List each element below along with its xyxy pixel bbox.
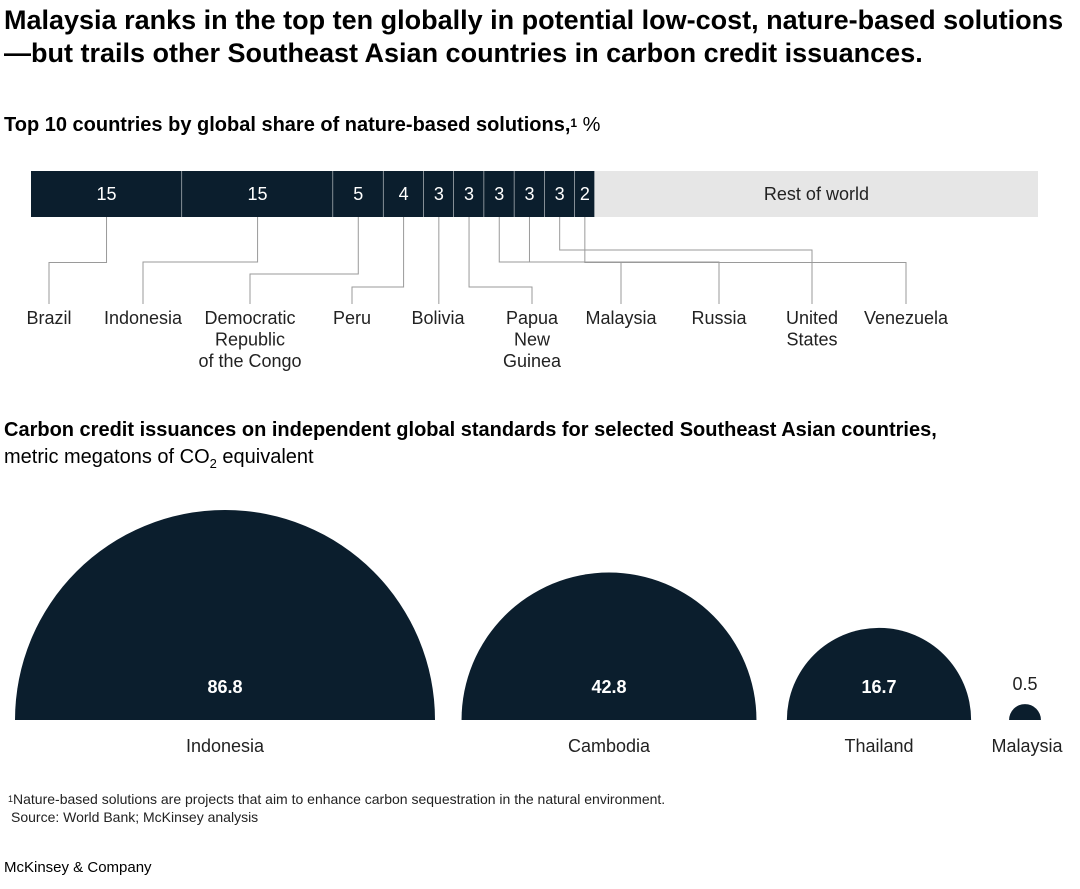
category-label: Russia bbox=[691, 308, 747, 328]
category-label: New bbox=[514, 330, 551, 350]
category-label: Democratic bbox=[204, 308, 295, 328]
semicircle-indonesia bbox=[15, 510, 435, 720]
semicircle-cambodia bbox=[461, 572, 757, 720]
chart2-unit-suffix: equivalent bbox=[216, 446, 314, 468]
value-label: 15 bbox=[97, 184, 117, 204]
category-label: Papua bbox=[506, 308, 559, 328]
source-note: Source: World Bank; McKinsey analysis bbox=[11, 809, 259, 825]
category-label: Malaysia bbox=[991, 736, 1063, 756]
category-label: Venezuela bbox=[864, 308, 949, 328]
chart1-unit: % bbox=[582, 114, 601, 136]
category-label: Brazil bbox=[26, 308, 71, 328]
value-label: 86.8 bbox=[207, 677, 242, 697]
value-label: 3 bbox=[524, 184, 534, 204]
chart2-unit: metric megatons of CO2 equivalent bbox=[4, 446, 314, 471]
chart2-unit-prefix: metric megatons of CO bbox=[4, 446, 210, 468]
value-label: 3 bbox=[434, 184, 444, 204]
category-label: States bbox=[786, 330, 837, 350]
value-label: 16.7 bbox=[861, 677, 896, 697]
bar-segment-brazil bbox=[31, 171, 183, 217]
page-title: Malaysia ranks in the top ten globally i… bbox=[4, 5, 1064, 68]
leader-line bbox=[528, 217, 720, 304]
category-label: Guinea bbox=[503, 351, 562, 371]
category-label: of the Congo bbox=[198, 351, 301, 371]
value-label: 42.8 bbox=[591, 677, 626, 697]
bar-segment-russia bbox=[514, 171, 545, 217]
value-label: 3 bbox=[464, 184, 474, 204]
brand-logo: McKinsey & Company bbox=[4, 859, 152, 876]
value-label: 15 bbox=[248, 184, 268, 204]
semicircle-malaysia bbox=[1009, 704, 1041, 720]
bar-segment-bolivia bbox=[423, 171, 454, 217]
category-label: Peru bbox=[333, 308, 371, 328]
footnote-text: Nature-based solutions are projects that… bbox=[13, 791, 666, 807]
leader-line bbox=[351, 217, 405, 304]
value-label: Rest of world bbox=[764, 184, 869, 204]
value-label: 5 bbox=[353, 184, 363, 204]
category-label: Bolivia bbox=[411, 308, 465, 328]
leader-line bbox=[559, 217, 813, 304]
chart2-title-text: Carbon credit issuances on independent g… bbox=[4, 419, 937, 441]
bar-segment-peru bbox=[383, 171, 424, 217]
value-label: 4 bbox=[399, 184, 409, 204]
category-label: Republic bbox=[215, 330, 285, 350]
footnote-marker: 1 bbox=[570, 116, 578, 130]
issuance-semicircle-chart: 86.8 Indonesia 42.8 Cambodia 16.7 Thailand 0.5… bbox=[15, 510, 1063, 756]
bar-segment-malaysia bbox=[484, 171, 515, 217]
semicircle-thailand bbox=[786, 627, 972, 720]
leader-line bbox=[48, 217, 108, 304]
leader-line bbox=[142, 217, 259, 304]
bar-segment-papua-new-guinea bbox=[453, 171, 485, 217]
bar-segment-venezuela bbox=[574, 171, 595, 217]
value-label: 3 bbox=[555, 184, 565, 204]
category-label: Thailand bbox=[844, 736, 913, 756]
value-label: 2 bbox=[580, 184, 590, 204]
footnote: 1Nature-based solutions are projects tha… bbox=[8, 790, 665, 809]
bar-segment-democratic-republic-of-the-congo bbox=[333, 171, 384, 217]
value-label: 0.5 bbox=[1012, 674, 1037, 694]
category-label: United bbox=[786, 308, 838, 328]
chart2-title: Carbon credit issuances on independent g… bbox=[4, 417, 1076, 472]
category-label: Indonesia bbox=[186, 736, 265, 756]
category-label: Malaysia bbox=[585, 308, 657, 328]
leader-line bbox=[249, 217, 359, 304]
value-label: 3 bbox=[494, 184, 504, 204]
bar-segment-united-states bbox=[544, 171, 575, 217]
bar-segment-rest-of-world bbox=[594, 171, 1038, 217]
chart1-title: Top 10 countries by global share of natu… bbox=[4, 112, 600, 138]
footnote-marker-note: 1 bbox=[8, 794, 14, 804]
bar-segment-indonesia bbox=[182, 171, 334, 217]
chart2-unit-subscript: 2 bbox=[209, 456, 217, 471]
chart1-title-text: Top 10 countries by global share of natu… bbox=[4, 114, 571, 136]
share-bar-chart: 15 Brazil 15 Indonesia 5 DemocraticRepublicof… bbox=[26, 171, 1038, 371]
category-label: Indonesia bbox=[104, 308, 183, 328]
leader-line bbox=[468, 217, 533, 304]
leader-line bbox=[584, 217, 907, 304]
category-label: Cambodia bbox=[568, 736, 651, 756]
